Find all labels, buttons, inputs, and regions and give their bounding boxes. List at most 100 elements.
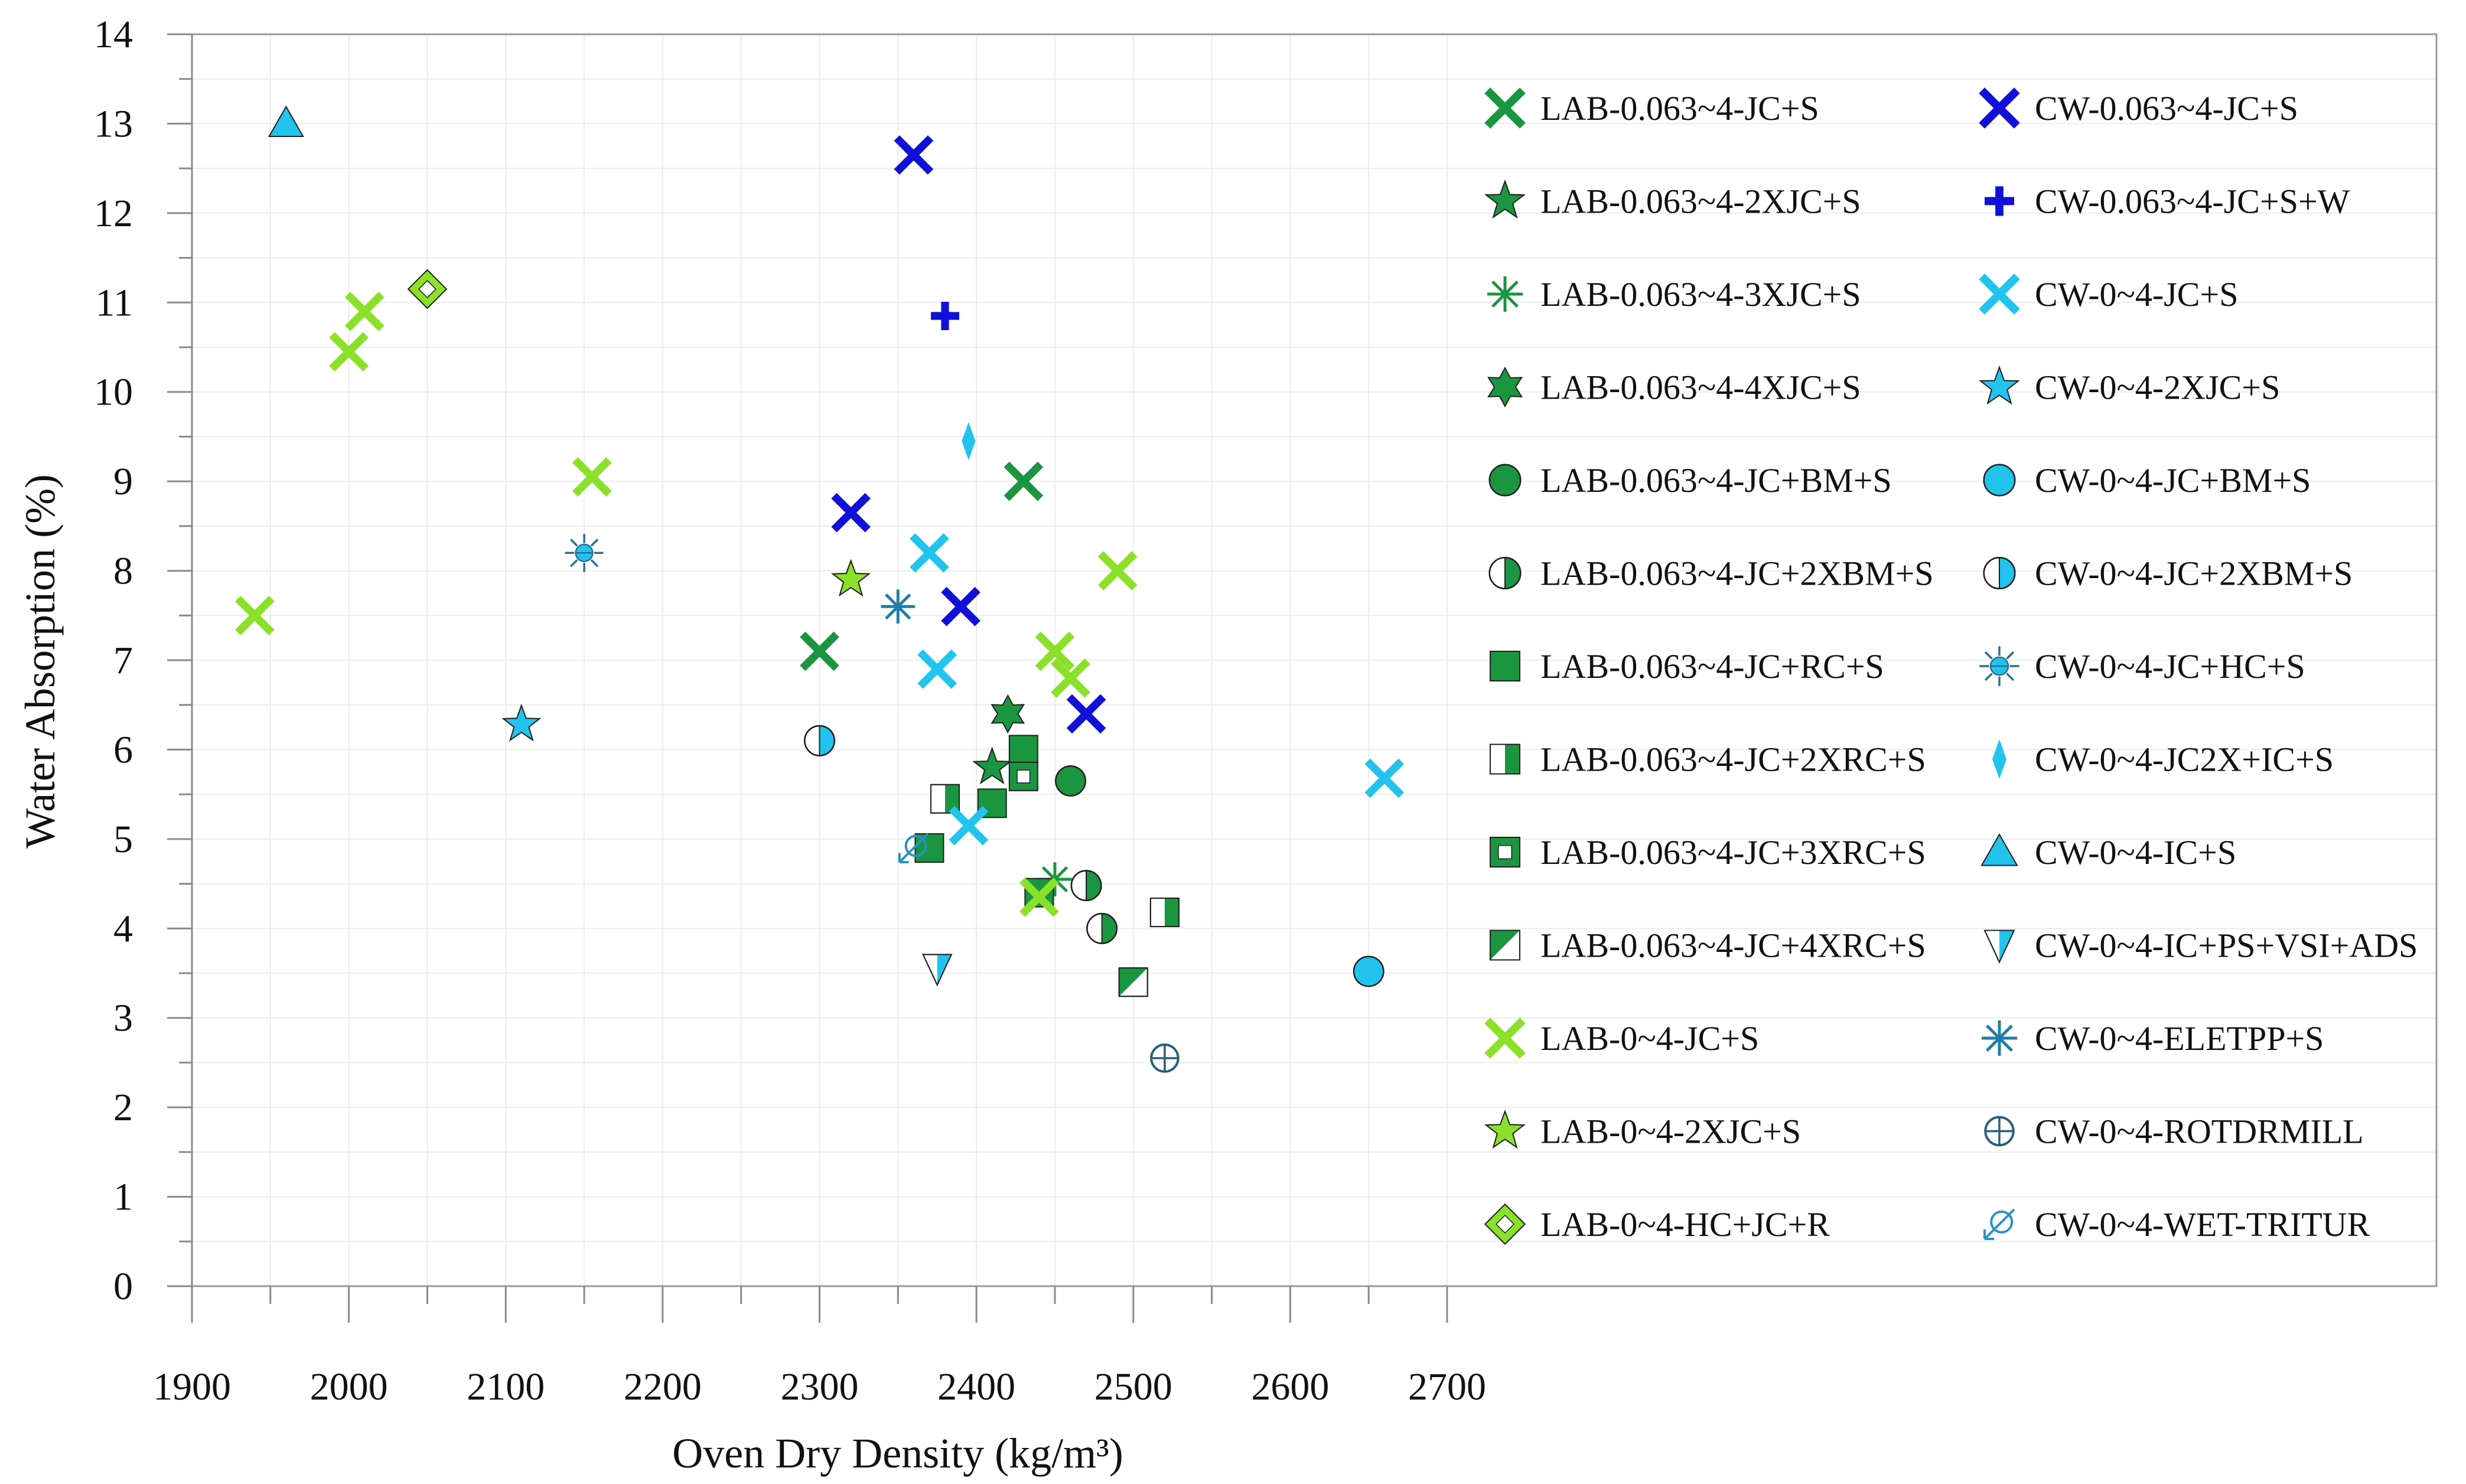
legend-item-lab-0-063-4-jc-bm-s: LAB-0.063~4-JC+BM+S — [1488, 461, 1892, 500]
legend-marker — [1984, 1116, 2015, 1147]
legend-item-lab-0-063-4-jc-2xbm-s: LAB-0.063~4-JC+2XBM+S — [1488, 555, 1934, 593]
data-point-cw-0-4-jc-s — [949, 805, 989, 846]
data-point-lab-0-4-jc-s — [1019, 877, 1059, 917]
legend-item-cw-0-4-jc-2xbm-s: CW-0~4-JC+2XBM+S — [1983, 555, 2353, 593]
legend-label: CW-0~4-JC+S — [2035, 275, 2238, 314]
data-point-lab-0-063-4-4xjc-s — [991, 694, 1025, 734]
axis-ticks — [167, 33, 1448, 1323]
legend-marker — [1487, 366, 1523, 408]
legend-label: CW-0~4-JC+2XBM+S — [2035, 555, 2353, 593]
legend-label: LAB-0.063~4-JC+3XRC+S — [1540, 833, 1926, 872]
y-tick-label: 14 — [94, 13, 133, 56]
legend-label: CW-0~4-ROTDRMILL — [2035, 1113, 2364, 1151]
legend-marker — [1484, 1017, 1526, 1059]
legend-marker — [1979, 273, 2020, 315]
legend-marker — [1985, 186, 2014, 216]
y-tick-label: 8 — [113, 550, 133, 593]
legend-marker — [1490, 743, 1520, 775]
legend-item-lab-0-063-4-4xjc-s: LAB-0.063~4-4XJC+S — [1487, 366, 1861, 408]
x-tick-label: 2600 — [1251, 1365, 1329, 1408]
data-point-cw-0-063-4-jc-s — [831, 493, 871, 533]
y-tick-label: 4 — [113, 907, 133, 950]
legend-label: LAB-0.063~4-4XJC+S — [1540, 368, 1861, 407]
legend-item-cw-0-4-jc-hc-s: CW-0~4-JC+HC+S — [1979, 646, 2305, 686]
legend-item-lab-0-4-jc-s: LAB-0~4-JC+S — [1484, 1017, 1759, 1059]
legend-label: LAB-0~4-JC+S — [1540, 1019, 1759, 1058]
legend-label: LAB-0.063~4-JC+S — [1540, 89, 1819, 128]
y-tick-label: 1 — [113, 1176, 133, 1219]
legend-label: CW-0~4-JC+BM+S — [2035, 461, 2311, 500]
legend-marker — [1484, 179, 1526, 219]
x-tick-label: 2000 — [310, 1365, 388, 1408]
legend-marker — [1490, 837, 1520, 867]
x-tick-label: 2300 — [781, 1365, 859, 1408]
data-point-lab-0-063-4-jc-2xrc-s — [930, 784, 960, 814]
data-point-lab-0-4-jc-s — [344, 292, 385, 331]
x-axis-title: Oven Dry Density (kg/m³) — [672, 1430, 1123, 1477]
grid-lines — [191, 34, 2436, 1287]
x-tick-label: 2400 — [937, 1365, 1015, 1408]
y-tick-label: 12 — [94, 192, 133, 235]
legend-item-lab-0-4-hc-jc-r: LAB-0~4-HC+JC+R — [1484, 1203, 1830, 1245]
legend-label: LAB-0.063~4-3XJC+S — [1540, 275, 1861, 314]
data-point-cw-0-4-eletpp-s — [881, 589, 916, 624]
legend-label: CW-0~4-IC+S — [2035, 833, 2236, 872]
legend-label: LAB-0.063~4-JC+4XRC+S — [1540, 927, 1926, 965]
x-tick-label: 2100 — [467, 1365, 545, 1408]
legend-marker — [1488, 557, 1522, 589]
x-tick-label: 2700 — [1408, 1365, 1486, 1408]
legend-label: LAB-0~4-2XJC+S — [1540, 1113, 1801, 1151]
data-point-lab-0-063-4-jc-4xrc-s — [1118, 967, 1148, 997]
data-point-lab-0-4-jc-s — [1051, 658, 1090, 698]
legend-label: CW-0~4-ELETPP+S — [2035, 1019, 2324, 1058]
data-point-cw-0-063-4-jc-s — [894, 135, 934, 175]
data-point-cw-0-4-jc-s — [910, 533, 949, 573]
data-point-lab-0-063-4-jc-s — [1004, 461, 1044, 501]
legend-label: LAB-0.063~4-JC+2XBM+S — [1540, 555, 1934, 593]
legend-marker — [1983, 557, 2016, 589]
y-tick-label: 5 — [113, 818, 133, 861]
legend-item-lab-0-063-4-jc-2xrc-s: LAB-0.063~4-JC+2XRC+S — [1490, 741, 1926, 779]
y-tick-label: 13 — [94, 102, 133, 145]
data-point-lab-0-4-jc-s — [234, 595, 275, 635]
legend-item-lab-0-063-4-jc-4xrc-s: LAB-0.063~4-JC+4XRC+S — [1490, 927, 1926, 965]
legend-label: LAB-0.063~4-JC+2XRC+S — [1540, 741, 1926, 779]
data-point-cw-0-4-jc-2xbm-s — [804, 725, 835, 756]
data-point-lab-0-063-4-2xjc-s — [972, 746, 1012, 785]
legend-item-lab-0-063-4-jc-s: LAB-0.063~4-JC+S — [1484, 87, 1819, 129]
legend-marker — [1484, 87, 1526, 129]
x-tick-label: 1900 — [153, 1365, 231, 1408]
data-point-lab-0-4-jc-s — [1035, 631, 1075, 671]
y-tick-label: 0 — [113, 1265, 133, 1308]
legend-item-lab-0-063-4-jc-3xrc-s: LAB-0.063~4-JC+3XRC+S — [1490, 833, 1926, 872]
data-point-cw-0-4-jc-bm-s — [1353, 955, 1385, 987]
data-point-lab-0-4-jc-s — [329, 332, 369, 371]
legend-item-cw-0-4-jc-s: CW-0~4-JC+S — [1979, 273, 2238, 315]
y-tick-label: 6 — [113, 728, 133, 771]
legend-label: LAB-0~4-HC+JC+R — [1540, 1205, 1830, 1244]
legend-item-cw-0-4-eletpp-s: CW-0~4-ELETPP+S — [1982, 1019, 2324, 1058]
legend-item-lab-0-063-4-jc-rc-s: LAB-0.063~4-JC+RC+S — [1490, 647, 1884, 686]
data-point-cw-0-4-2xjc-s — [501, 703, 542, 742]
legend-label: CW-0~4-JC+HC+S — [2035, 647, 2305, 686]
y-tick-label: 2 — [113, 1086, 133, 1129]
legend-label: LAB-0.063~4-2XJC+S — [1540, 182, 1861, 221]
data-point-lab-0-063-4-jc-rc-s — [914, 833, 944, 863]
data-point-cw-0-4-jc2x-ic-s — [962, 422, 976, 461]
y-tick-label: 7 — [113, 639, 133, 682]
data-point-lab-0-4-2xjc-s — [830, 559, 871, 597]
data-point-lab-0-4-jc-s — [1097, 551, 1138, 591]
legend-item-cw-0-4-ic-ps-vsi-ads: CW-0~4-IC+PS+VSI+ADS — [1983, 927, 2418, 965]
legend-marker — [1979, 87, 2020, 129]
legend-item-cw-0-4-ic-s: CW-0~4-IC+S — [1980, 833, 2236, 872]
legend-item-lab-0-063-4-3xjc-s: LAB-0.063~4-3XJC+S — [1487, 275, 1861, 314]
data-point-lab-0-063-4-jc-2xrc-s — [1149, 898, 1180, 928]
data-point-lab-0-4-hc-jc-r — [407, 269, 448, 309]
x-tick-label: 2500 — [1094, 1365, 1172, 1408]
legend-item-cw-0-4-jc2x-ic-s: CW-0~4-JC2X+IC+S — [1992, 739, 2334, 779]
legend-item-cw-0-4-wet-tritur: CW-0~4-WET-TRITUR — [1983, 1205, 2370, 1244]
legend-item-cw-0-4-rotdrmill: CW-0~4-ROTDRMILL — [1984, 1113, 2364, 1151]
data-point-cw-0-4-ic-ps-vsi-ads — [922, 954, 953, 987]
legend-marker — [1983, 464, 2016, 497]
